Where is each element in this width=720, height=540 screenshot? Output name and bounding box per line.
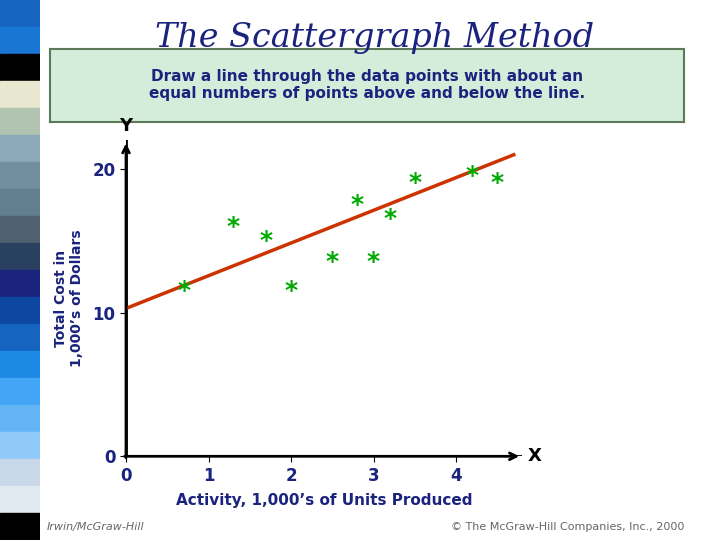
Text: *: * [227,214,240,239]
Y-axis label: Total Cost in
1,000’s of Dollars: Total Cost in 1,000’s of Dollars [54,230,84,367]
Text: *: * [491,172,504,195]
Text: The Scattergraph Method: The Scattergraph Method [155,22,594,53]
Text: *: * [325,251,339,274]
Bar [0,189,40,216]
Text: *: * [351,193,364,217]
Bar [0,243,40,270]
Text: *: * [177,279,190,303]
Bar [0,297,40,324]
Bar [0,162,40,189]
Bar [0,378,40,405]
Bar [0,216,40,243]
Bar [0,513,40,540]
Text: © The McGraw-Hill Companies, Inc., 2000: © The McGraw-Hill Companies, Inc., 2000 [451,522,684,532]
Text: *: * [384,207,397,231]
Bar [0,108,40,135]
Bar [0,324,40,351]
Bar [0,459,40,486]
Text: Draw a line through the data points with about an
equal numbers of points above : Draw a line through the data points with… [149,69,585,101]
Bar [0,81,40,108]
Text: *: * [284,279,297,303]
X-axis label: Activity, 1,000’s of Units Produced: Activity, 1,000’s of Units Produced [176,493,472,508]
Bar [0,405,40,432]
Bar [0,351,40,378]
Bar [0,54,40,81]
Text: Y: Y [120,117,132,134]
Bar [0,135,40,162]
Bar [0,27,40,54]
Bar [0,432,40,459]
Text: Irwin/McGraw-Hill: Irwin/McGraw-Hill [47,522,145,532]
Bar [0,486,40,513]
Bar [0,270,40,297]
Text: *: * [260,229,273,253]
Text: X: X [528,447,541,465]
Text: *: * [367,251,380,274]
Text: *: * [466,164,479,188]
Bar [0,0,40,27]
Text: *: * [408,172,421,195]
